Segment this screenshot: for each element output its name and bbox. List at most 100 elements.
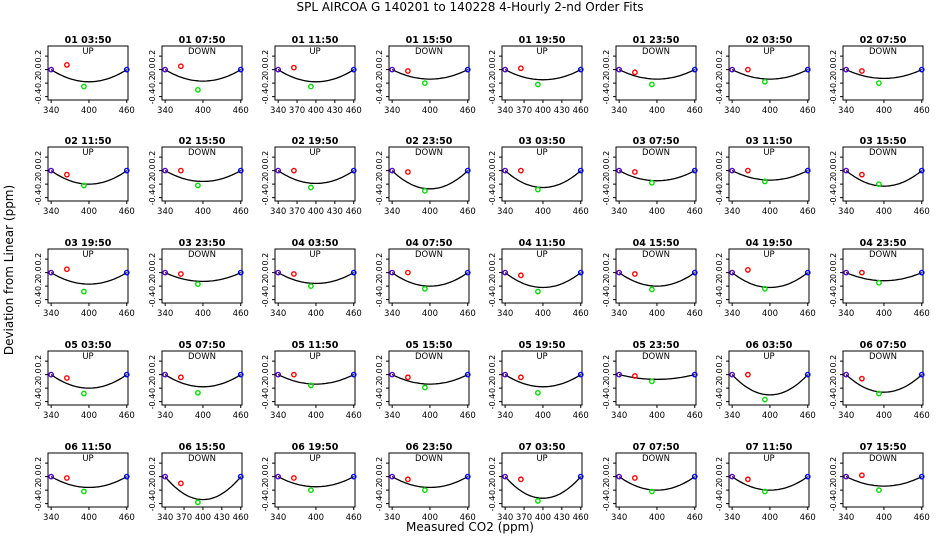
y-tick-label: 0.2 — [488, 253, 497, 266]
panel-direction: UP — [536, 148, 547, 158]
y-tick-label: 0.0 — [715, 164, 724, 177]
panel-frame — [161, 350, 243, 406]
data-point — [577, 167, 584, 174]
y-tick-label: -0.4 — [148, 292, 157, 308]
x-tick-label: 400 — [422, 309, 438, 319]
x-tick-label: 400 — [195, 106, 211, 116]
panel-frame — [728, 146, 810, 202]
fit-curve — [50, 374, 128, 389]
data-point — [123, 269, 130, 276]
x-tick-label: 400 — [649, 106, 665, 116]
x-tick-label: 460 — [914, 207, 930, 217]
x-tick-label: 400 — [876, 106, 892, 116]
x-tick-label: 460 — [460, 207, 476, 217]
data-point — [404, 169, 411, 175]
y-tick-label: 0.2 — [148, 253, 157, 266]
data-point — [308, 83, 314, 90]
data-point — [177, 480, 184, 487]
data-point — [422, 487, 428, 494]
data-point — [762, 396, 768, 403]
y-tick-label: 0.0 — [829, 63, 838, 76]
x-tick-label: 400 — [535, 309, 551, 319]
panel-title: 02 07:50 — [860, 35, 907, 46]
x-tick-label: 340 — [724, 207, 740, 217]
y-tick-label: -0.2 — [34, 380, 43, 396]
data-point — [422, 187, 428, 194]
data-point — [162, 66, 169, 73]
panel-frame — [615, 146, 697, 202]
data-point — [858, 171, 865, 178]
data-point — [350, 473, 357, 480]
panel-frame — [501, 45, 583, 101]
y-tick-label: 0.2 — [602, 457, 611, 470]
y-tick-label: 0.2 — [375, 457, 384, 470]
y-tick-label: -0.4 — [602, 394, 611, 410]
y-tick-label: 0.2 — [602, 253, 611, 266]
y-tick-label: -0.2 — [34, 482, 43, 498]
data-point — [535, 81, 541, 88]
y-tick-label: 0.0 — [602, 368, 611, 381]
fit-curve — [164, 170, 242, 183]
panel-title: 02 19:50 — [292, 136, 339, 147]
x-tick-label: 400 — [762, 411, 778, 421]
y-tick-label: -0.2 — [488, 380, 497, 396]
fit-curve — [618, 272, 696, 287]
panel-frame — [728, 45, 810, 101]
panel-title: 03 15:50 — [860, 136, 907, 147]
x-tick-label: 340 — [157, 207, 173, 217]
y-tick-label: -0.4 — [829, 190, 838, 206]
panel-title: 02 11:50 — [65, 136, 112, 147]
x-tick-label: 430 — [554, 106, 570, 116]
x-tick-label: 400 — [81, 106, 97, 116]
y-tick-label: -0.4 — [829, 89, 838, 105]
y-tick-label: -0.2 — [602, 278, 611, 294]
data-point — [804, 269, 811, 276]
data-point — [350, 371, 357, 378]
y-tick-label: 0.2 — [829, 355, 838, 368]
x-tick-label: 400 — [308, 207, 324, 217]
panel-direction: DOWN — [415, 47, 443, 57]
y-tick-label: -0.2 — [375, 75, 384, 91]
x-tick-label: 400 — [876, 309, 892, 319]
data-point — [517, 65, 524, 72]
data-point — [464, 371, 471, 378]
panel-frame — [842, 452, 924, 508]
panel-direction: DOWN — [869, 352, 897, 362]
data-point — [535, 288, 541, 295]
x-tick-label: 430 — [327, 106, 343, 116]
panel-direction: UP — [536, 454, 547, 464]
x-tick-label: 400 — [195, 411, 211, 421]
data-point — [843, 66, 850, 73]
x-tick-label: 340 — [497, 106, 513, 116]
data-point — [195, 499, 201, 506]
data-point — [404, 476, 411, 483]
data-point — [422, 285, 428, 292]
panel-direction: DOWN — [415, 352, 443, 362]
x-tick-label: 340 — [611, 411, 627, 421]
y-tick-label: -0.2 — [715, 176, 724, 192]
panel-frame — [161, 146, 243, 202]
data-point — [63, 171, 70, 178]
x-tick-label: 340 — [838, 513, 854, 523]
y-tick-label: 0.0 — [602, 470, 611, 483]
panel-title: 06 03:50 — [746, 340, 793, 351]
x-tick-label: 460 — [687, 513, 703, 523]
y-tick-label: 0.0 — [148, 164, 157, 177]
panel-direction: DOWN — [642, 352, 670, 362]
panel-title: 01 23:50 — [633, 35, 680, 46]
panel-frame — [728, 350, 810, 406]
x-tick-label: 460 — [346, 207, 362, 217]
y-tick-label: -0.4 — [375, 496, 384, 512]
panel-frame — [274, 45, 356, 101]
panel-title: 04 03:50 — [292, 238, 339, 249]
panel-title: 07 11:50 — [746, 442, 793, 453]
